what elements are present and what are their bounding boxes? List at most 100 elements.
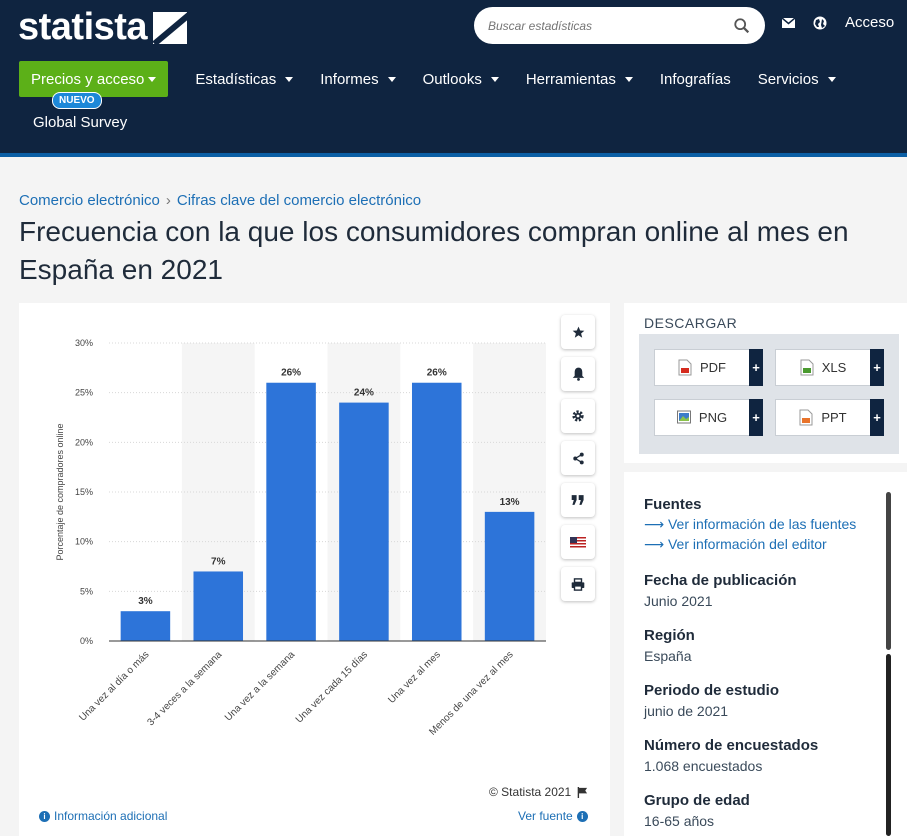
respondents-value: 1.068 encuestados	[644, 758, 763, 774]
publisher-info-label: Ver información del editor	[667, 536, 827, 552]
x-tick-label: 3-4 veces a la semana	[145, 649, 224, 728]
nav-item-infografias[interactable]: Infografías	[660, 71, 731, 88]
age-group-section: Grupo de edad 16-65 años	[644, 792, 750, 829]
info-icon: i	[39, 810, 50, 822]
y-tick-label: 25%	[75, 388, 93, 398]
info-icon: i	[576, 810, 588, 822]
chart-card: 0% 5% 10% 15% 20% 25% 30% Porcentaje de comprad…	[19, 303, 610, 836]
arrow-right-icon: ⟶	[644, 536, 668, 552]
data-label: 7%	[211, 556, 226, 567]
download-ppt-button[interactable]: PPT +	[775, 399, 884, 436]
sources-section: Fuentes ⟶ Ver información de las fuentes…	[644, 496, 856, 553]
breadcrumb-item[interactable]: Comercio electrónico	[19, 192, 160, 209]
y-tick-label: 15%	[75, 487, 93, 497]
gear-icon	[572, 410, 584, 422]
globe-icon[interactable]	[813, 16, 827, 30]
search-input[interactable]	[488, 18, 733, 33]
scrollbar-thumb[interactable]	[886, 492, 891, 650]
nav-item-global-survey[interactable]: Global Survey	[33, 114, 128, 131]
chevron-down-icon	[285, 76, 294, 82]
star-icon	[572, 326, 584, 338]
download-ppt-content: PPT	[776, 409, 870, 426]
x-tick-label: Menos de una vez al mes	[427, 649, 515, 737]
breadcrumb: Comercio electrónico › Cifras clave del co…	[19, 192, 421, 209]
nav-item-outlooks[interactable]: Outlooks	[423, 71, 499, 88]
settings-button[interactable]	[561, 399, 595, 433]
share-button[interactable]	[561, 441, 595, 475]
plus-icon: +	[870, 349, 884, 386]
download-png-button[interactable]: PNG +	[654, 399, 763, 436]
publication-date-section: Fecha de publicación Junio 2021	[644, 572, 797, 609]
notification-button[interactable]	[561, 357, 595, 391]
breadcrumb-item[interactable]: Cifras clave del comercio electrónico	[176, 192, 422, 209]
sources-info-label: Ver información de las fuentes	[667, 516, 857, 532]
cite-button[interactable]	[561, 483, 595, 517]
scrollbar-track[interactable]	[886, 654, 891, 836]
region-value: España	[644, 648, 692, 664]
statista-logo[interactable]: statista	[18, 6, 188, 49]
copyright: © Statista 2021	[489, 785, 588, 799]
sources-info-link[interactable]: ⟶ Ver información de las fuentes	[644, 516, 856, 533]
bar	[411, 382, 462, 641]
share-icon	[572, 452, 584, 464]
download-xls-button[interactable]: XLS +	[775, 349, 884, 386]
plus-icon: +	[749, 399, 763, 436]
login-link[interactable]: Acceso	[845, 14, 895, 31]
language-button[interactable]	[561, 525, 595, 559]
view-source-link[interactable]: Ver fuente i	[518, 809, 588, 823]
favorite-button[interactable]	[561, 315, 595, 349]
logo-text: statista	[18, 6, 148, 48]
nav-item-herramientas[interactable]: Herramientas	[526, 71, 633, 88]
statistic-details-panel: Fuentes ⟶ Ver información de las fuentes…	[624, 472, 907, 836]
y-axis-label: Porcentaje de compradores online	[55, 423, 65, 560]
download-png-label: PNG	[698, 410, 728, 425]
download-ppt-label: PPT	[821, 410, 847, 425]
y-tick-label: 20%	[75, 437, 93, 447]
copyright-text: © Statista 2021	[489, 785, 572, 799]
study-period-heading: Periodo de estudio	[644, 682, 780, 699]
publisher-info-link[interactable]: ⟶ Ver información del editor	[644, 536, 856, 553]
chevron-down-icon	[490, 76, 499, 82]
sources-heading: Fuentes	[644, 496, 702, 513]
chevron-down-icon	[148, 76, 157, 82]
x-tick-label: Una vez cada 15 días	[294, 649, 370, 725]
flag-report-icon[interactable]	[577, 786, 588, 798]
data-label: 3%	[138, 596, 153, 607]
nav-item-label: Infografías	[659, 70, 731, 88]
plus-icon: +	[870, 399, 884, 436]
print-button[interactable]	[561, 567, 595, 601]
nav-item-informes[interactable]: Informes	[320, 71, 396, 88]
region-heading: Región	[644, 627, 695, 644]
additional-info-label: Información adicional	[54, 809, 168, 823]
additional-info-link[interactable]: i Información adicional	[39, 809, 167, 823]
nav-item-label: Herramientas	[525, 70, 616, 88]
arrow-right-icon: ⟶	[644, 516, 668, 532]
new-badge: NUEVO	[52, 92, 102, 109]
search-bar[interactable]	[474, 7, 765, 44]
download-panel: DESCARGAR PDF + XLS + PNG +	[624, 303, 907, 463]
pricing-access-label: Precios y acceso	[31, 70, 145, 88]
data-label: 26%	[281, 368, 301, 379]
nav-item-label: Estadísticas	[195, 70, 277, 88]
data-label: 13%	[500, 497, 520, 508]
nav-item-estadisticas[interactable]: Estadísticas	[195, 70, 294, 88]
mail-icon[interactable]	[782, 17, 795, 28]
xls-file-icon	[800, 359, 814, 376]
logo-mark-icon	[153, 11, 188, 44]
data-label: 26%	[427, 368, 447, 379]
pdf-file-icon	[678, 359, 692, 376]
chevron-down-icon	[387, 76, 396, 82]
chevron-down-icon	[624, 76, 633, 82]
bar	[266, 382, 316, 641]
pricing-access-button[interactable]: Precios y acceso	[19, 61, 169, 97]
bar	[193, 571, 244, 641]
search-icon[interactable]	[733, 17, 751, 35]
publication-date-value: Junio 2021	[644, 593, 713, 609]
y-tick-label: 30%	[75, 338, 93, 348]
site-header: statista Acceso Precios y acceso Estadís…	[0, 0, 907, 157]
nav-item-servicios[interactable]: Servicios	[758, 71, 836, 88]
png-file-icon	[676, 410, 691, 424]
bar	[120, 611, 171, 641]
download-buttons: PDF + XLS + PNG + PPT +	[639, 334, 899, 454]
download-pdf-button[interactable]: PDF +	[654, 349, 763, 386]
